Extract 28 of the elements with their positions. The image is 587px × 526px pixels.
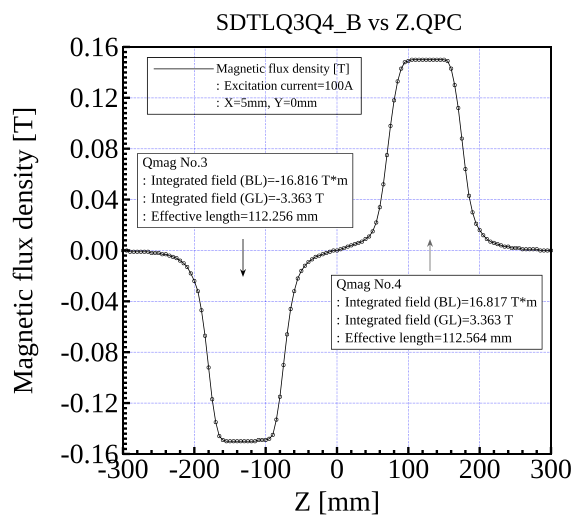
annotation: Qmag No.3 <box>143 158 208 170</box>
annotation: : Excitation current=100A <box>217 81 354 90</box>
annotation: Qmag No.4 <box>336 279 402 292</box>
x-tick-label: 300 <box>531 460 571 478</box>
y-tick-label: 0.12 <box>70 88 117 108</box>
x-tick-label: 0 <box>331 460 343 478</box>
chart-title: SDTLQ3Q4_B vs Z.QPC <box>217 14 461 34</box>
y-tick-label: 0.08 <box>70 139 118 158</box>
x-tick-label: -100 <box>241 460 290 478</box>
y-tick-label: 0.00 <box>70 241 118 260</box>
y-axis-title: Magnetic flux density [T] <box>12 108 38 394</box>
x-axis-title: Z [mm] <box>295 491 378 514</box>
x-tick-label: 200 <box>460 460 500 478</box>
annotation: : Effective length=112.256 mm <box>144 210 318 224</box>
annotation: : Integrated field (GL)=-3.363 T <box>144 192 324 206</box>
annotation: : Effective length=112.564 mm <box>337 332 512 346</box>
y-tick-label: -0.12 <box>61 394 117 413</box>
x-tick-label: 100 <box>390 460 428 478</box>
x-tick-label: -200 <box>170 460 219 478</box>
annotation: : X=5mm, Y=0mm <box>217 98 317 109</box>
legend-label: Magnetic flux density [T] <box>216 64 349 76</box>
y-tick-label: 0.16 <box>70 38 118 56</box>
annotation: : Integrated field (BL)=16.817 T*m <box>337 296 537 310</box>
annotation: : Integrated field (GL)=3.363 T <box>337 314 513 328</box>
y-tick-label: 0.04 <box>70 190 118 210</box>
annotation: : Integrated field (BL)=-16.816 T*m <box>144 174 348 188</box>
y-tick-label: -0.08 <box>61 342 118 362</box>
y-tick-label: -0.04 <box>61 292 118 311</box>
